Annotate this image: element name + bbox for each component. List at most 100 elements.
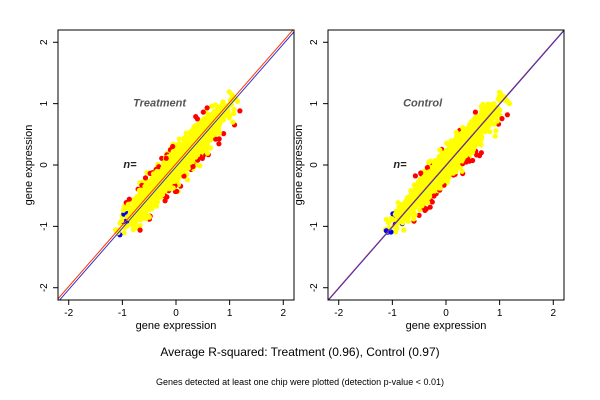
scatter-point-yellow	[198, 123, 204, 129]
scatter-point-yellow	[140, 215, 146, 221]
scatter-point-yellow	[172, 153, 178, 159]
scatter-point-red	[137, 227, 143, 233]
scatter-point-yellow	[208, 145, 214, 151]
scatter-point-red	[204, 105, 210, 111]
scatter-point-yellow	[176, 153, 182, 159]
scatter-point-red	[499, 116, 505, 122]
scatter-point-yellow	[209, 103, 215, 109]
scatter-point-yellow	[219, 101, 226, 107]
scatter-point-yellow	[152, 179, 158, 185]
scatter-point-yellow	[129, 219, 135, 225]
scatter-point-yellow	[453, 164, 459, 170]
scatter-point-yellow	[209, 125, 216, 131]
scatter-point-yellow	[460, 124, 466, 131]
scatter-point-red	[159, 155, 165, 161]
scatter-point-yellow	[186, 165, 192, 171]
scatter-point-yellow	[205, 138, 211, 144]
scatter-point-yellow	[151, 196, 157, 203]
scatter-point-yellow	[480, 106, 486, 112]
y-tick-label: 0	[39, 162, 50, 168]
scatter-point-yellow	[494, 113, 500, 119]
scatter-point-yellow	[459, 168, 465, 174]
y-tick-label: -2	[39, 283, 50, 292]
scatter-point-red	[213, 136, 219, 142]
scatter-point-yellow	[124, 205, 130, 211]
scatter-point-yellow	[167, 173, 173, 179]
scatter-point-red	[163, 155, 169, 161]
x-tick-label: 1	[227, 308, 233, 319]
scatter-point-red	[221, 131, 227, 137]
scatter-point-yellow	[383, 216, 389, 223]
scatter-point-yellow	[425, 199, 431, 205]
scatter-point-yellow	[150, 201, 156, 207]
scatter-point-yellow	[504, 97, 510, 103]
scatter-point-yellow	[389, 216, 395, 222]
scatter-point-yellow	[176, 136, 182, 142]
scatter-point-yellow	[487, 129, 493, 135]
scatter-point-yellow	[480, 101, 486, 107]
scatter-point-yellow	[184, 177, 190, 183]
scatter-point-red	[193, 114, 199, 120]
y-axis-label: gene expression	[23, 125, 35, 206]
scatter-point-yellow	[469, 148, 475, 154]
scatter-point-yellow	[157, 186, 163, 192]
scatter-point-yellow	[197, 163, 203, 169]
scatter-point-red	[472, 109, 478, 115]
scatter-point-red	[216, 141, 222, 147]
scatter-point-yellow	[155, 174, 161, 180]
reference-line-blue	[58, 31, 294, 300]
scatter-point-yellow	[496, 94, 502, 100]
scatter-point-red	[418, 170, 424, 176]
scatter-point-yellow	[231, 111, 237, 117]
scatter-point-yellow	[136, 187, 142, 193]
scatter-point-yellow	[160, 170, 166, 176]
scatter-point-yellow	[162, 179, 168, 185]
y-tick-label: 1	[39, 100, 50, 106]
scatter-point-yellow	[411, 182, 417, 188]
y-tick-label: 2	[39, 39, 50, 45]
scatter-point-yellow	[136, 215, 142, 221]
scatter-point-red	[466, 158, 472, 164]
scatter-point-red	[431, 193, 437, 199]
scatter-point-yellow	[405, 218, 411, 224]
scatter-point-red	[181, 173, 187, 179]
panel-title: Treatment	[133, 98, 187, 110]
scatter-point-yellow	[491, 101, 497, 107]
scatter-point-red	[237, 108, 243, 114]
x-tick-label: 2	[280, 308, 286, 319]
scatter-point-yellow	[417, 207, 423, 213]
scatter-point-yellow	[190, 152, 196, 158]
scatter-point-yellow	[203, 148, 209, 154]
scatter-point-yellow	[164, 170, 170, 176]
y-tick-label: -1	[39, 221, 50, 230]
scatter-point-yellow	[160, 165, 166, 171]
scatter-point-yellow	[130, 226, 136, 233]
scatter-point-yellow	[401, 227, 407, 233]
scatter-point-yellow	[206, 113, 212, 119]
scatter-point-red	[424, 165, 430, 171]
scatter-point-yellow	[426, 159, 432, 166]
scatter-point-yellow	[187, 159, 193, 165]
plot-area	[328, 30, 564, 300]
scatter-point-yellow	[131, 200, 137, 206]
scatter-point-red	[156, 164, 162, 170]
scatter-point-yellow	[491, 121, 497, 127]
scatter-point-yellow	[496, 89, 503, 95]
reference-line-red	[58, 30, 294, 300]
scatter-point-yellow	[464, 126, 471, 132]
scatter-point-red	[162, 198, 168, 204]
x-tick-label: -1	[118, 308, 127, 319]
scatter-point-yellow	[141, 206, 147, 212]
scatter-point-yellow	[231, 106, 237, 112]
scatter-point-yellow	[135, 202, 141, 209]
scatter-point-red	[422, 207, 428, 213]
scatter-point-yellow	[211, 108, 217, 114]
x-tick-label: -2	[64, 308, 73, 319]
scatter-point-yellow	[185, 137, 191, 143]
scatter-point-red	[416, 212, 422, 218]
scatter-point-red	[142, 175, 149, 181]
scatter-point-red	[412, 173, 418, 179]
scatter-point-red	[126, 196, 132, 202]
